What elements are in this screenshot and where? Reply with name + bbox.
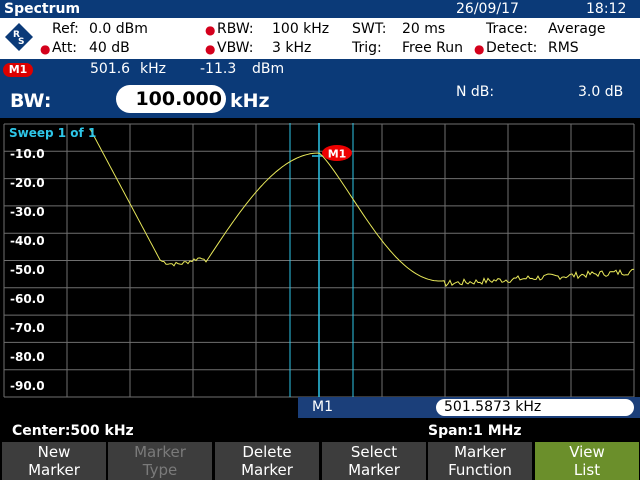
marker-info-bar: M1 501.6 kHz -11.3 dBm (0, 59, 640, 82)
swt-label: SWT: (352, 21, 386, 37)
rohde-schwarz-logo-icon: R S (4, 22, 34, 52)
frequency-info: Center:500 kHz Span:1 MHz (0, 423, 640, 441)
y-tick-label: -80.0 (10, 350, 45, 364)
swt-value[interactable]: 20 ms (402, 21, 445, 37)
detect-label: Detect: (486, 40, 537, 56)
bw-label: BW: (10, 90, 51, 112)
trig-value[interactable]: Free Run (402, 40, 463, 56)
y-tick-label: -90.0 (10, 379, 45, 393)
marker-frequency-unit: kHz (140, 61, 166, 77)
softkey-view-list[interactable]: View List (535, 442, 639, 480)
y-tick-label: -50.0 (10, 263, 45, 277)
detect-indicator-icon: ● (474, 42, 484, 56)
rbw-indicator-icon: ● (205, 23, 215, 37)
span-frequency: Span:1 MHz (428, 423, 522, 439)
spectrum-plot[interactable]: M1 Sweep 1 of 1 -10.0 -20.0 -30.0 -40.0 -50.… (0, 118, 640, 418)
marker-badge[interactable]: M1 (3, 63, 33, 77)
y-tick-label: -40.0 (10, 234, 45, 248)
y-tick-label: -30.0 (10, 205, 45, 219)
trace-value[interactable]: Average (548, 21, 606, 37)
att-value[interactable]: 40 dB (89, 40, 130, 56)
date-readout: 26/09/17 (456, 1, 519, 17)
trig-label: Trig: (352, 40, 382, 56)
y-tick-label: -20.0 (10, 176, 45, 190)
att-indicator-icon: ● (40, 42, 50, 56)
y-tick-label: -10.0 (10, 147, 45, 161)
vbw-value[interactable]: 3 kHz (272, 40, 311, 56)
vbw-indicator-icon: ● (205, 42, 215, 56)
svg-text:S: S (18, 37, 24, 47)
title-bar: Spectrum 26/09/17 18:12 (0, 0, 640, 18)
marker-level: -11.3 (200, 61, 236, 77)
marker-frequency-input[interactable]: 501.5873 kHz (436, 399, 634, 416)
ndb-value: 3.0 dB (578, 84, 623, 100)
ref-label: Ref: (52, 21, 79, 37)
marker-frequency: 501.6 (90, 61, 130, 77)
ref-value[interactable]: 0.0 dBm (89, 21, 148, 37)
softkey-delete-marker[interactable]: Delete Marker (215, 442, 319, 480)
spectrum-graph: M1 (0, 118, 640, 418)
trace-label: Trace: (486, 21, 528, 37)
rbw-value[interactable]: 100 kHz (272, 21, 329, 37)
y-tick-label: -70.0 (10, 321, 45, 335)
marker-m1-text: M1 (328, 148, 347, 161)
y-tick-label: -60.0 (10, 292, 45, 306)
bw-value-field[interactable]: 100.000 (116, 85, 226, 113)
vbw-label: VBW: (217, 40, 253, 56)
spectrum-trace (90, 129, 634, 286)
ndb-label: N dB: (456, 84, 494, 100)
bw-unit: kHz (230, 90, 270, 112)
marker-level-unit: dBm (252, 61, 284, 77)
detect-value[interactable]: RMS (548, 40, 579, 56)
marker-readout-name: M1 (312, 399, 333, 415)
softkey-select-marker[interactable]: Select Marker (322, 442, 426, 480)
marker-readout: M1 501.5873 kHz (298, 397, 640, 418)
time-readout: 18:12 (586, 1, 626, 17)
att-label: Att: (52, 40, 77, 56)
app-title: Spectrum (4, 1, 80, 17)
softkey-bar: New Marker Marker Type Delete Marker Select… (0, 442, 640, 480)
softkey-marker-type[interactable]: Marker Type (108, 442, 212, 480)
sweep-status: Sweep 1 of 1 (9, 126, 96, 140)
center-frequency: Center:500 kHz (12, 423, 134, 439)
settings-panel: R S Ref: 0.0 dBm ● Att: 40 dB ● RBW: 100… (0, 18, 640, 59)
softkey-new-marker[interactable]: New Marker (2, 442, 106, 480)
softkey-marker-function[interactable]: Marker Function (428, 442, 532, 480)
rbw-label: RBW: (217, 21, 254, 37)
bandwidth-row: BW: 100.000 kHz N dB: 3.0 dB (0, 82, 640, 118)
